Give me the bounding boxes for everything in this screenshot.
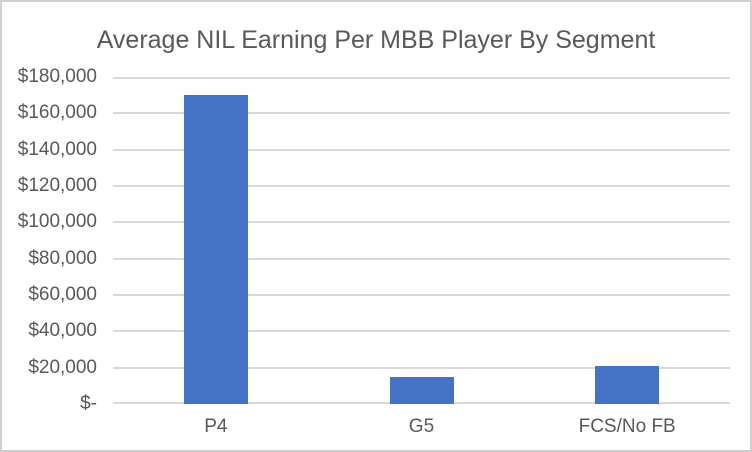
y-tick-label: $160,000 [17, 102, 97, 124]
chart-title: Average NIL Earning Per MBB Player By Se… [96, 26, 656, 54]
y-gridline [113, 112, 730, 115]
y-gridline [113, 294, 730, 296]
y-tick-label: $80,000 [28, 247, 97, 269]
y-tick-label: $40,000 [28, 320, 97, 342]
y-tick-label: $60,000 [28, 284, 97, 305]
x-category-label: FCS/No FB [578, 416, 676, 437]
bar-fcs-no-fb [595, 365, 660, 404]
y-gridline [113, 366, 730, 369]
x-axis: P4 G5 FCS/No FB [113, 412, 730, 442]
y-axis: $- $20,000 $40,000 $60,000 $80,000 $100,000 $1… [2, 66, 97, 414]
x-category-label: G5 [408, 416, 435, 437]
y-tick-label: $120,000 [17, 175, 97, 196]
x-category-label: P4 [204, 416, 228, 437]
y-gridline [113, 148, 730, 151]
y-tick-label: $140,000 [17, 138, 97, 160]
bar-g5 [389, 376, 454, 404]
plot-area [113, 77, 730, 404]
y-tick-label: $180,000 [17, 66, 97, 87]
y-gridline [113, 77, 730, 79]
y-tick-label: $100,000 [17, 211, 97, 233]
bar-p4 [183, 95, 248, 404]
y-gridline [113, 221, 730, 224]
y-gridline [113, 185, 730, 187]
y-gridline [113, 330, 730, 333]
y-tick-label: $20,000 [28, 356, 97, 378]
y-gridline [113, 257, 730, 260]
y-tick-label: $- [80, 393, 97, 414]
